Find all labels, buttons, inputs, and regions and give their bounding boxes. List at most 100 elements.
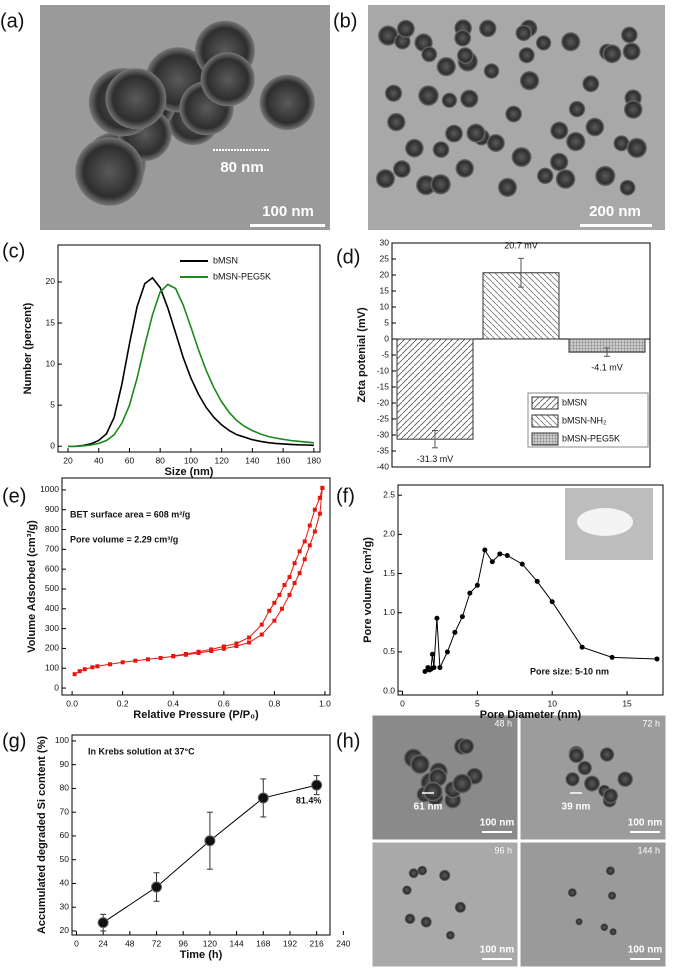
- y-axis-label: Number (percent): [22, 302, 34, 394]
- x-tick-label: 240: [336, 938, 350, 948]
- nanoparticle: [565, 772, 580, 787]
- marker: [422, 668, 428, 674]
- x-tick-label: 0.8: [268, 698, 280, 708]
- scale-bar: [630, 831, 660, 833]
- marker: [474, 582, 480, 588]
- size-label: 80 nm: [220, 159, 263, 176]
- marker: [317, 495, 322, 500]
- x-axis-label: Time (h): [180, 949, 223, 961]
- marker: [317, 511, 322, 516]
- marker: [257, 792, 269, 804]
- nanoparticle: [200, 52, 255, 107]
- nanoparticle: [454, 901, 466, 913]
- size-label: 61 nm: [414, 802, 443, 813]
- y-axis-label: Zeta potenial (mV): [356, 307, 368, 403]
- x-tick-label: 24: [98, 938, 108, 948]
- nanoparticle: [609, 928, 617, 936]
- marker: [196, 649, 201, 654]
- x-axis-label: Size (nm): [165, 466, 214, 478]
- nanoparticle: [619, 179, 636, 196]
- marker: [108, 662, 113, 667]
- marker: [434, 615, 440, 621]
- y-tick-label: 0: [384, 333, 389, 343]
- nanoparticle: [404, 913, 416, 925]
- y-tick-label: -5: [381, 349, 389, 359]
- y-tick-label: 5: [384, 317, 389, 327]
- marker: [247, 635, 252, 640]
- nanoparticle: [458, 738, 475, 755]
- nanoparticle: [566, 131, 586, 152]
- x-tick-label: 160: [276, 455, 290, 465]
- marker: [277, 592, 282, 597]
- marker: [221, 644, 226, 649]
- nanoparticle: [375, 169, 396, 189]
- scale-bar: [482, 831, 512, 833]
- nanoparticle: [603, 788, 619, 804]
- marker: [158, 655, 163, 660]
- tem-tile: [519, 841, 667, 968]
- nanoparticle: [452, 773, 473, 794]
- y-tick-label: 300: [45, 623, 59, 633]
- y-tick-label: 20: [380, 269, 390, 279]
- series-line: [68, 276, 314, 448]
- nanoparticle: [518, 47, 535, 64]
- annotation: Pore volume = 2.29 cm³/g: [70, 534, 178, 544]
- y-tick-label: 0.5: [383, 646, 395, 656]
- y-tick-label: 20: [46, 276, 56, 286]
- marker: [497, 551, 503, 557]
- x-tick-label: 15: [622, 698, 632, 708]
- scale-bar-label: 100 nm: [262, 203, 314, 220]
- nanoparticle: [519, 70, 540, 91]
- marker: [444, 649, 450, 655]
- marker: [234, 641, 239, 646]
- marker: [282, 583, 287, 588]
- marker: [151, 881, 163, 893]
- y-tick-label: 30: [380, 237, 390, 247]
- x-tick-label: 144: [229, 938, 243, 948]
- nanoparticle: [575, 918, 583, 926]
- legend-swatch: [531, 414, 559, 428]
- nanoparticle: [105, 68, 167, 130]
- nanoparticle: [486, 133, 505, 153]
- annotation: In Krebs solution at 37°C: [88, 746, 195, 756]
- value-label: 20.7 mV: [504, 241, 538, 251]
- y-tick-label: 80: [60, 783, 70, 793]
- y-tick-label: 100: [45, 662, 59, 672]
- scale-bar-label: 200 nm: [589, 203, 641, 220]
- nanoparticle: [605, 866, 615, 876]
- nanoparticle: [595, 165, 616, 187]
- marker: [609, 654, 615, 660]
- marker: [292, 581, 297, 586]
- legend-swatch: [531, 432, 559, 446]
- nanoparticle: [408, 868, 419, 879]
- x-tick-label: 80: [155, 455, 165, 465]
- legend-label: bMSN: [213, 255, 238, 265]
- bar: [396, 338, 474, 440]
- y-tick-label: -20: [377, 397, 390, 407]
- nanoparticle: [613, 135, 630, 152]
- marker: [209, 647, 214, 652]
- nanoparticle: [441, 92, 458, 108]
- y-tick-label: 10: [380, 301, 390, 311]
- legend-label: bMSN: [562, 397, 587, 407]
- nanoparticle: [377, 25, 399, 46]
- series-line: [74, 487, 323, 675]
- y-tick-label: 900: [45, 504, 59, 514]
- nanoparticle: [550, 121, 569, 140]
- marker: [287, 575, 292, 580]
- x-tick-label: 0.0: [66, 698, 78, 708]
- scale-bar: [250, 224, 325, 227]
- nanoparticle: [483, 63, 500, 79]
- value-label: 81.4%: [296, 795, 322, 805]
- series-line: [173, 487, 323, 657]
- panel-label: (h): [336, 730, 360, 752]
- y-tick-label: 25: [380, 253, 390, 263]
- marker: [519, 561, 525, 567]
- y-tick-label: 500: [45, 583, 59, 593]
- size-label: 39 nm: [562, 802, 591, 813]
- nanoparticle: [621, 26, 638, 44]
- marker: [534, 578, 540, 584]
- y-tick-label: 0.0: [383, 685, 395, 695]
- nanoparticle: [456, 47, 474, 64]
- time-label: 72 h: [642, 718, 660, 728]
